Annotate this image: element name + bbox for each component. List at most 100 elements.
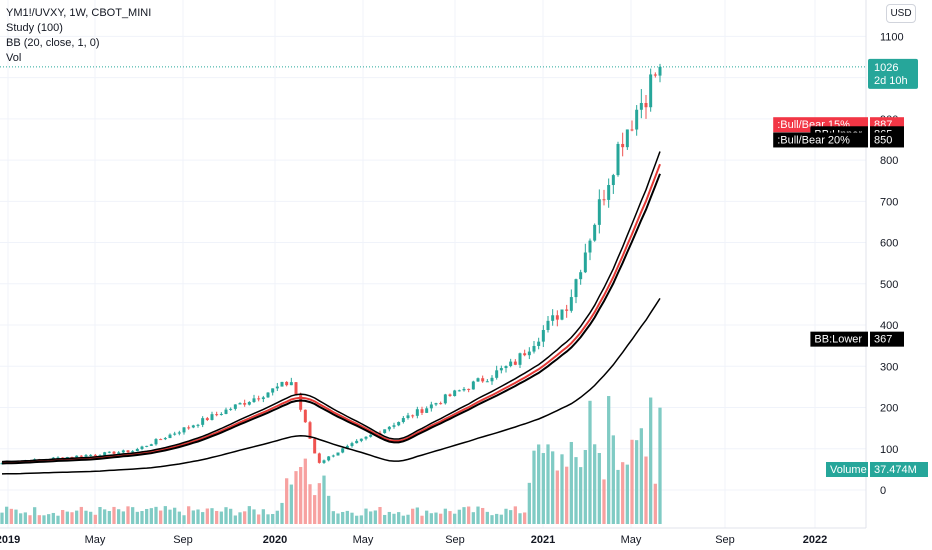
candle-body [266, 392, 270, 398]
candle-body [56, 457, 60, 459]
volume-bar [630, 439, 634, 524]
candle-body [649, 74, 653, 108]
grid [0, 0, 866, 528]
volume-bar [481, 507, 485, 524]
volume-bar [154, 506, 158, 524]
y-tick-label: 600 [880, 238, 898, 250]
candle-body [499, 368, 503, 371]
candle-body [495, 370, 499, 378]
volume-bar [61, 509, 65, 524]
volume-bar [457, 509, 461, 524]
volume-bar [93, 514, 97, 524]
candle-body [182, 427, 186, 433]
last-price-value: 1026 [874, 62, 898, 74]
volume-bar [541, 453, 545, 524]
volume-bar [331, 511, 335, 524]
last-price-tag [868, 58, 918, 89]
volume-bar [579, 467, 583, 524]
volume-bar [303, 458, 307, 524]
volume-bar [467, 506, 471, 524]
candle-body [611, 175, 615, 186]
volume-bar [588, 400, 592, 524]
y-tick-label: 500 [880, 279, 898, 291]
volume-bar [378, 506, 382, 524]
candle-body [331, 455, 335, 457]
volume-bar [252, 509, 256, 524]
volume-bar [238, 512, 242, 524]
candle-body [112, 451, 116, 454]
candle-body [369, 434, 373, 437]
volume-bar [565, 466, 569, 524]
candle-body [219, 413, 223, 415]
candle-body [103, 452, 107, 456]
indicator-tag-value: 367 [874, 334, 892, 346]
candle-body [275, 386, 279, 389]
volume-bar [33, 507, 37, 524]
y-tick-label: 1100 [880, 31, 904, 43]
volume-bar [177, 511, 181, 524]
bb-legend[interactable]: BB (20, close, 1, 0) [6, 37, 100, 49]
indicator-tag-label: BB:Lower [814, 334, 862, 346]
currency-button[interactable]: USD [886, 4, 916, 23]
volume-bar [411, 508, 415, 524]
candle-body [159, 439, 163, 441]
volume-bar [205, 508, 209, 524]
x-tick-label: 2021 [531, 534, 555, 546]
volume-bar [243, 511, 247, 524]
indicator-tag-label-box [773, 132, 868, 148]
candle-body [569, 297, 573, 311]
volume-bar [546, 444, 550, 524]
volume-bar [649, 397, 653, 524]
candle-body [355, 440, 359, 444]
volume-bar [658, 407, 662, 524]
candle-body [261, 397, 265, 400]
volume-bar [369, 511, 373, 524]
candle-body [411, 415, 415, 417]
candle-body [233, 404, 237, 409]
x-tick-label: Sep [715, 534, 735, 546]
indicator-tag-value-box [870, 331, 904, 347]
candle-body [252, 398, 256, 403]
volume-bar [448, 511, 452, 524]
volume-bar [560, 454, 564, 524]
candle-body [448, 394, 452, 397]
volume-bar [294, 471, 298, 524]
volume-bar [625, 464, 629, 524]
study-legend[interactable]: Study (100) [6, 22, 63, 34]
volume-bar [574, 457, 578, 524]
volume-bar [42, 515, 46, 524]
volume-bar [653, 483, 657, 524]
candle-body [555, 315, 559, 320]
candle-body [420, 409, 424, 413]
volume-bar [593, 444, 597, 524]
volume-bar [317, 483, 321, 524]
volume-bar [47, 514, 51, 524]
volume-bar [313, 495, 317, 524]
vol-legend[interactable]: Vol [6, 52, 22, 64]
volume-bar [75, 510, 79, 524]
symbol-title[interactable]: YM1!/UVXY, 1W, CBOT_MINI [6, 7, 152, 19]
volume-bar [159, 510, 163, 524]
volume-bar [210, 508, 214, 524]
y-tick-label: 700 [880, 196, 898, 208]
y-tick-label: 100 [880, 444, 898, 456]
volume-bar [616, 469, 620, 524]
volume-bar [373, 510, 377, 524]
candle-body [308, 422, 312, 439]
candle-body [140, 446, 144, 450]
volume-bar [117, 509, 121, 524]
candle-body [471, 381, 475, 390]
candle-body [154, 439, 158, 445]
candle-body [527, 351, 531, 356]
candle-body [168, 434, 172, 439]
volume-bar [611, 435, 615, 524]
volume-bar [289, 484, 293, 524]
volume-bar [420, 515, 424, 524]
candle-body [191, 425, 195, 428]
volume-bar [327, 495, 331, 524]
volume-bar [471, 512, 475, 524]
volume-bar [513, 506, 517, 524]
volume-bar [602, 479, 606, 524]
volume-bar [621, 462, 625, 524]
